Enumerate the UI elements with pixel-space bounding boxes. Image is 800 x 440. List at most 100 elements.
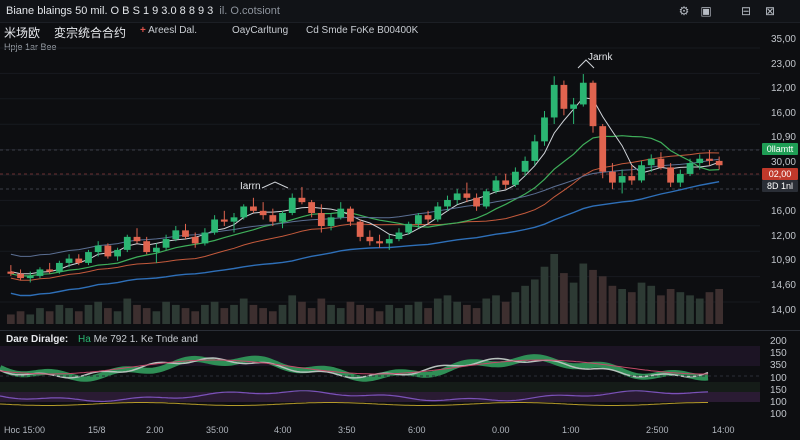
- volume-bar: [142, 308, 151, 324]
- volume-bar: [530, 279, 539, 324]
- volume-bar: [278, 304, 287, 324]
- candle-body: [424, 215, 432, 220]
- candle-body: [414, 215, 422, 224]
- window-titlebar: Biane blaings 50 mil. O B S 1 9 3.0 8 8 …: [0, 0, 800, 23]
- candle-body: [152, 247, 160, 253]
- time-axis-label: 35:00: [206, 425, 229, 435]
- volume-bar: [433, 298, 442, 324]
- close-icon[interactable]: ⊠: [764, 4, 776, 18]
- symbol-name[interactable]: 変宗统合合约: [54, 26, 127, 40]
- ma-slow-line: [10, 181, 720, 297]
- candle-body: [288, 197, 296, 213]
- window-title: Biane blaings 50 mil. O B S 1 9 3.0 8 8 …: [6, 5, 280, 17]
- oscillator-chart[interactable]: [0, 346, 760, 422]
- volume-bar: [191, 311, 200, 324]
- candle-body: [298, 197, 306, 203]
- volume-bar: [472, 308, 481, 324]
- oscillator-header: Dare Diralge: Ha Me 792 1. Ke Tnde and: [0, 333, 760, 347]
- price-axis-label: 14,60: [770, 280, 796, 291]
- time-axis-label: 15/8: [88, 425, 106, 435]
- volume-bar: [162, 301, 170, 324]
- oscillator-axis-label: 100: [770, 409, 787, 421]
- price-axis-label: 35,00: [770, 34, 796, 45]
- volume-bar: [492, 295, 500, 324]
- indicator-1[interactable]: + Areesl Dal.: [140, 25, 197, 36]
- volume-bar: [26, 314, 35, 324]
- price-chart[interactable]: [0, 40, 760, 330]
- settings-icon[interactable]: ⚙: [678, 4, 690, 18]
- time-axis-label: 2:500: [646, 425, 669, 435]
- volume-bar: [94, 301, 103, 324]
- oscillator-axis-label: 100: [770, 397, 787, 408]
- volume-bar: [298, 301, 306, 324]
- candle-body: [123, 236, 131, 250]
- price-tag: 02,00: [762, 168, 798, 180]
- window-subtitle: il. O.cotsiont: [219, 5, 280, 17]
- candle-body: [94, 245, 102, 253]
- symbol-code[interactable]: 米场欧: [4, 26, 41, 40]
- candle-body: [376, 241, 383, 244]
- candle-body: [531, 141, 539, 161]
- volume-bar: [336, 308, 345, 324]
- indicator-2[interactable]: OayCarltung: [232, 25, 289, 36]
- volume-bar: [259, 308, 267, 324]
- price-axis-label: 14,00: [770, 304, 796, 316]
- candle-body: [104, 245, 112, 257]
- candle-body: [133, 236, 141, 242]
- volume-bar: [676, 292, 685, 324]
- volume-bar: [463, 304, 471, 324]
- time-axis-label: 0.00: [492, 425, 510, 435]
- volume-bar: [317, 298, 326, 324]
- volume-bar: [414, 301, 423, 324]
- layout-icon[interactable]: ▣: [700, 4, 712, 18]
- candle-body: [541, 117, 548, 142]
- volume-bar: [239, 298, 248, 324]
- oscillator-axis-label: 100: [770, 372, 787, 384]
- annotation-left: Iarrn: [240, 181, 261, 192]
- candle-body: [463, 193, 471, 198]
- minimize-icon[interactable]: ⊟: [740, 4, 752, 18]
- volume-bar: [327, 304, 335, 324]
- candle-body: [638, 165, 645, 181]
- time-axis-label: Hoc 15:00: [4, 425, 46, 435]
- volume-bar: [569, 282, 578, 324]
- price-tag: 0llamtt: [762, 143, 798, 155]
- time-axis-label: 3:50: [338, 425, 356, 435]
- volume-bar: [395, 308, 403, 324]
- osc-band-low: [0, 392, 760, 402]
- candle-body: [405, 223, 413, 233]
- price-axis-label: 10,90: [770, 132, 796, 144]
- volume-bar: [666, 289, 675, 324]
- volume-bar: [36, 308, 44, 324]
- chart-toolbar: 米场欧 変宗统合合约 + Areesl Dal. OayCarltung Cd …: [0, 23, 760, 40]
- volume-bar: [550, 254, 559, 324]
- candle-body: [511, 171, 519, 185]
- candle-body: [696, 158, 704, 164]
- candle-body: [570, 104, 578, 109]
- panel-divider[interactable]: [0, 330, 800, 331]
- candle-body: [589, 82, 597, 127]
- volume-bar: [501, 301, 510, 324]
- volume-bar: [657, 295, 665, 324]
- candle-body: [657, 158, 665, 168]
- volume-bar: [540, 266, 549, 324]
- candle-body: [667, 167, 675, 183]
- oscillator-info: Ha Me 792 1. Ke Tnde and: [78, 334, 198, 345]
- candle-body: [579, 82, 587, 105]
- candle-body: [279, 212, 286, 222]
- volume-bar: [482, 298, 491, 324]
- annotation-right: Jarnk: [588, 52, 613, 63]
- volume-bar: [521, 285, 529, 324]
- candle-body: [240, 206, 248, 218]
- candle-body: [191, 236, 199, 244]
- indicator-3[interactable]: Cd Smde FoKe B00400K: [306, 25, 419, 36]
- candle-body: [327, 217, 335, 227]
- candle-body: [599, 126, 607, 172]
- osc-yellow-line: [0, 402, 708, 406]
- time-axis-label: 2.00: [146, 425, 164, 435]
- volume-bar: [201, 304, 209, 324]
- candle-body: [356, 221, 364, 237]
- add-indicator-icon[interactable]: +: [140, 25, 146, 36]
- volume-bar: [210, 301, 219, 324]
- volume-bar: [453, 301, 462, 324]
